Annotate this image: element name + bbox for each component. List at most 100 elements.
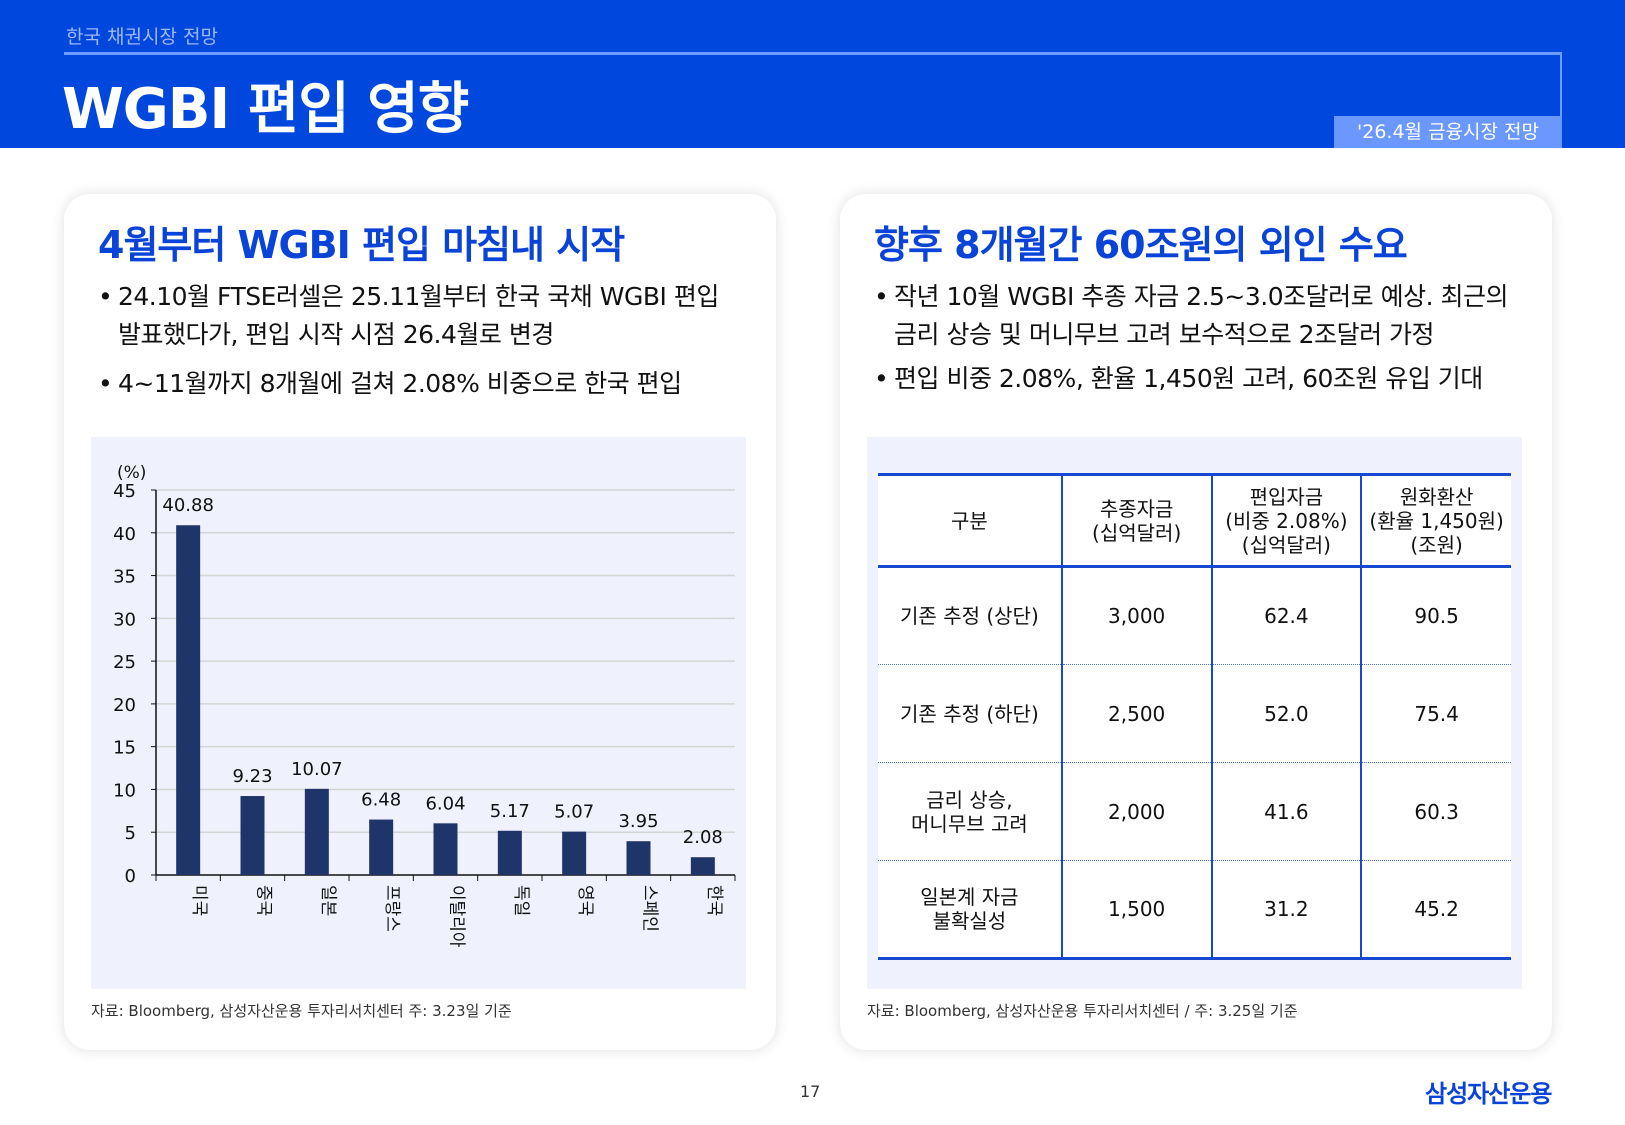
table-header-row: 구분 추종자금 (십억달러) 편입자금 (비중 2.08%) (십억달러) 원화환산 (환율 … (878, 473, 1511, 568)
table-cell: 62.4 (1210, 566, 1362, 665)
bullet-text: 편입 비중 2.08%, 환율 1,450원 고려, 60조원 유입 기대 (894, 364, 1483, 393)
cell-line: 금리 상승, (926, 787, 1013, 812)
x-tick-label: 중국 (254, 885, 274, 916)
right-source-note: 자료: Bloomberg, 삼성자산운용 투자리서치센터 / 주: 3.25일… (867, 1002, 1298, 1020)
data-label: 5.17 (490, 801, 530, 822)
y-tick-label: 10 (113, 780, 136, 801)
cell-line: 불확실성 (932, 909, 1007, 933)
table-cell: 52.0 (1210, 664, 1362, 763)
left-heading: 4월부터 WGBI 편입 마침내 시작 (98, 223, 625, 267)
data-label: 40.88 (162, 495, 214, 516)
breadcrumb: 한국 채권시장 전망 (66, 26, 218, 48)
y-tick-label: 40 (113, 524, 136, 545)
bullet-text: 발표했다가, 편입 시작 시점 26.4월로 변경 (118, 320, 554, 349)
header-line: (환율 1,450원) (1369, 508, 1504, 533)
bar (690, 857, 715, 875)
left-bullet-2: • 4~11월까지 8개월에 걸쳐 2.08% 비중으로 한국 편입 (98, 369, 682, 398)
bar (369, 819, 394, 875)
x-tick-label: 이탈리아 (447, 885, 467, 948)
table-cell: 45.2 (1360, 860, 1511, 960)
table-cell: 2,000 (1060, 762, 1212, 861)
bullet-text: 4~11월까지 8개월에 걸쳐 2.08% 비중으로 한국 편입 (118, 369, 682, 398)
y-tick-label: 15 (113, 738, 136, 759)
bullet-text: 24.10월 FTSE러셀은 25.11월부터 한국 국채 WGBI 편입 (118, 282, 719, 311)
cell-line: 일본계 자금 (920, 885, 1019, 909)
x-tick-label: 일본 (318, 885, 338, 916)
cell-line: 기존 추정 (하단) (900, 701, 1039, 726)
header-line: 구분 (950, 508, 988, 533)
data-label: 9.23 (232, 766, 272, 787)
bar (626, 841, 651, 875)
bar (240, 796, 265, 875)
table-row: 일본계 자금 불확실성 1,500 31.2 45.2 (878, 860, 1511, 960)
bar (497, 830, 522, 875)
right-bullet-2: • 편입 비중 2.08%, 환율 1,450원 고려, 60조원 유입 기대 (874, 364, 1483, 393)
bar (562, 831, 587, 875)
chart-panel: (%) 0 5 10 15 20 25 30 35 40 45 40.88 미국 9.23 중국 10.07 일… (91, 437, 746, 989)
data-label: 2.08 (683, 827, 723, 848)
table-cell: 2,500 (1060, 664, 1212, 763)
table-cell: 금리 상승, 머니무브 고려 (878, 762, 1062, 861)
page-title: WGBI 편입 영향 (62, 77, 469, 142)
right-bullet-1: • 작년 10월 WGBI 추종 자금 2.5~3.0조달러로 예상. 최근의 금… (874, 278, 1508, 354)
table-cell: 기존 추정 (하단) (878, 664, 1062, 763)
y-tick-label: 25 (113, 652, 136, 673)
header-divider-vertical (1560, 52, 1562, 122)
table-cell: 일본계 자금 불확실성 (878, 860, 1062, 960)
y-tick-label: 5 (125, 823, 136, 844)
header-line: (십억달러) (1241, 532, 1331, 557)
data-label: 3.95 (618, 811, 658, 832)
data-label: 10.07 (291, 759, 343, 780)
x-tick-label: 독일 (511, 885, 531, 916)
header-line: 원화환산 (1399, 484, 1474, 509)
column-header: 원화환산 (환율 1,450원) (조원) (1360, 473, 1511, 568)
page-number: 17 (800, 1082, 821, 1101)
table-cell: 90.5 (1360, 566, 1511, 665)
left-card: 4월부터 WGBI 편입 마침내 시작 • 24.10월 FTSE러셀은 25.1… (64, 194, 776, 1050)
table-row: 기존 추정 (하단) 2,500 52.0 75.4 (878, 664, 1511, 763)
y-tick-label: 20 (113, 695, 136, 716)
data-label: 5.07 (554, 802, 594, 823)
table-cell: 31.2 (1210, 860, 1362, 960)
report-badge: '26.4월 금융시장 전망 (1334, 116, 1562, 148)
table-cell: 1,500 (1060, 860, 1212, 960)
table-row: 기존 추정 (상단) 3,000 62.4 90.5 (878, 566, 1511, 665)
cell-line: 머니무브 고려 (911, 811, 1028, 836)
table-cell: 3,000 (1060, 566, 1212, 665)
y-tick-label: 45 (113, 481, 136, 502)
y-tick-label: 30 (113, 609, 136, 630)
bullet-text: 작년 10월 WGBI 추종 자금 2.5~3.0조달러로 예상. 최근의 (894, 282, 1508, 311)
column-header: 추종자금 (십억달러) (1060, 473, 1212, 568)
right-heading: 향후 8개월간 60조원의 외인 수요 (874, 223, 1408, 267)
x-tick-label: 스페인 (640, 885, 660, 932)
company-logo: 삼성자산운용 (1425, 1080, 1552, 1108)
y-tick-label: 0 (125, 866, 136, 887)
left-source-note: 자료: Bloomberg, 삼성자산운용 투자리서치센터 주: 3.23일 기… (91, 1002, 512, 1020)
table-cell: 75.4 (1360, 664, 1511, 763)
x-tick-label: 영국 (575, 885, 595, 916)
x-tick-label: 미국 (189, 885, 209, 916)
column-header: 편입자금 (비중 2.08%) (십억달러) (1210, 473, 1362, 568)
bullet-text: 금리 상승 및 머니무브 고려 보수적으로 2조달러 가정 (894, 320, 1435, 349)
column-header: 구분 (878, 473, 1062, 568)
bar (176, 525, 201, 875)
cell-line: 기존 추정 (상단) (900, 604, 1039, 628)
bar-chart: (%) 0 5 10 15 20 25 30 35 40 45 40.88 미국 9.23 중국 10.07 일… (113, 463, 736, 948)
table-body: 기존 추정 (상단) 3,000 62.4 90.5 기존 추정 (하단) 2,500 52… (878, 566, 1511, 960)
data-label: 6.48 (361, 790, 401, 811)
data-label: 6.04 (425, 793, 465, 814)
header-divider (64, 52, 1562, 55)
header-line: (비중 2.08%) (1225, 508, 1348, 533)
inflow-table: 구분 추종자금 (십억달러) 편입자금 (비중 2.08%) (십억달러) 원화환산 (환율 … (878, 473, 1511, 960)
y-axis-unit: (%) (117, 463, 146, 483)
bar (304, 788, 329, 875)
x-tick-label: 한국 (704, 885, 724, 916)
header-line: (조원) (1410, 532, 1463, 557)
x-tick-label: 프랑스 (382, 885, 402, 932)
table-row: 금리 상승, 머니무브 고려 2,000 41.6 60.3 (878, 762, 1511, 861)
header-line: 편입자금 (1249, 484, 1324, 509)
table-cell: 기존 추정 (상단) (878, 566, 1062, 665)
table-cell: 60.3 (1360, 762, 1511, 861)
right-card: 향후 8개월간 60조원의 외인 수요 • 작년 10월 WGBI 추종 자금 2… (840, 194, 1552, 1050)
header-line: (십억달러) (1092, 520, 1182, 545)
